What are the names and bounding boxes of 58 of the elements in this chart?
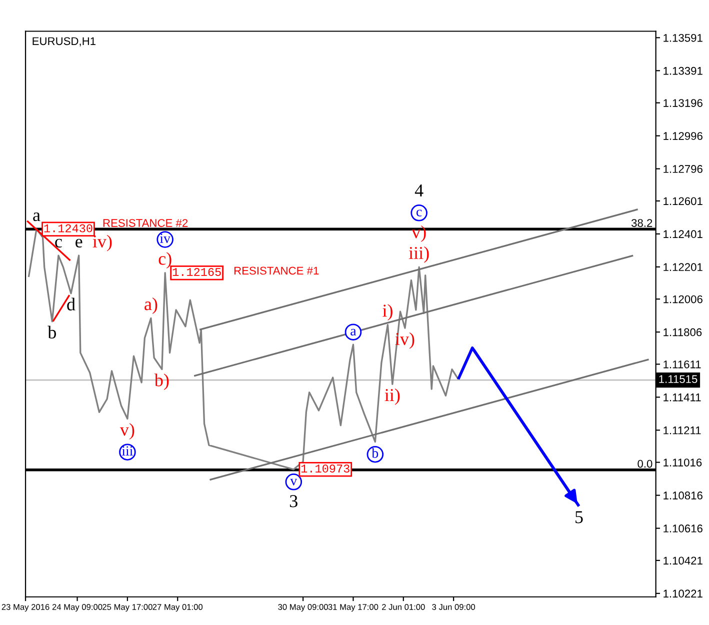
annotation: 3 bbox=[290, 495, 298, 508]
annotation: c bbox=[55, 238, 62, 248]
annotation: v) bbox=[120, 423, 134, 440]
annotation: 1.10973 bbox=[301, 464, 350, 473]
annotation: i) bbox=[382, 304, 392, 320]
annotation: b) bbox=[154, 374, 169, 390]
annotation: a bbox=[33, 212, 40, 222]
annotation: d bbox=[67, 298, 76, 310]
y-tick-label: 1.10816 bbox=[664, 492, 702, 500]
y-tick-label: 1.12201 bbox=[664, 263, 702, 272]
y-tick-label: 1.11411 bbox=[664, 394, 701, 402]
x-tick-label: 23 May 2016 bbox=[2, 604, 50, 612]
y-tick-label: 1.13391 bbox=[664, 66, 702, 75]
y-tick-label: 1.12006 bbox=[664, 295, 702, 304]
annotation: b bbox=[372, 448, 378, 458]
x-tick-label: 27 May 01:00 bbox=[152, 604, 203, 612]
x-tick-label: 24 May 09:00 bbox=[52, 604, 102, 612]
y-tick-label: 1.11806 bbox=[664, 328, 702, 336]
annotation: iv) bbox=[92, 234, 112, 252]
annotation: iii) bbox=[408, 246, 429, 263]
annotation: ii) bbox=[384, 388, 400, 405]
x-tick-label: 30 May 09:00 bbox=[278, 604, 328, 612]
x-tick-label: 25 May 17:00 bbox=[102, 604, 152, 612]
annotation: 1.12165 bbox=[172, 268, 221, 276]
annotation: a bbox=[350, 328, 356, 336]
annotation: RESISTANCE #1 bbox=[234, 266, 319, 275]
y-tick-label: 1.11016 bbox=[664, 458, 702, 466]
y-tick-label: 1.12996 bbox=[664, 132, 702, 140]
annotation: 4 bbox=[414, 184, 424, 196]
annotation: 0.0 bbox=[638, 460, 652, 468]
annotation: c bbox=[416, 210, 422, 216]
y-tick-label: 1.12601 bbox=[664, 197, 702, 206]
annotation: v bbox=[290, 478, 298, 486]
annotation: a) bbox=[144, 298, 158, 314]
x-tick-label: 2 Jun 01:00 bbox=[382, 604, 425, 610]
x-tick-label: 31 May 17:00 bbox=[328, 604, 378, 612]
y-tick-label: 1.11211 bbox=[664, 426, 701, 434]
ref-line-label: 1.11515 bbox=[659, 375, 698, 384]
x-tick-label: 3 Jun 09:00 bbox=[432, 604, 476, 610]
y-tick-label: 1.10221 bbox=[664, 590, 702, 598]
annotation: b bbox=[48, 326, 56, 339]
annotation: e bbox=[76, 238, 82, 248]
y-tick-label: 1.11611 bbox=[664, 360, 701, 368]
y-tick-label: 1.13196 bbox=[664, 99, 702, 107]
y-tick-label: 1.10616 bbox=[664, 524, 702, 532]
annotation: iii bbox=[122, 446, 133, 456]
y-tick-label: 1.12796 bbox=[664, 165, 702, 173]
annotation: c) bbox=[158, 252, 172, 269]
annotation: iv bbox=[160, 234, 170, 243]
chart-title: EURUSD,H1 bbox=[32, 37, 96, 46]
y-tick-label: 1.12401 bbox=[664, 230, 702, 238]
annotation: 38.2 bbox=[631, 219, 652, 227]
y-tick-label: 1.13591 bbox=[664, 34, 702, 42]
y-tick-label: 1.10421 bbox=[664, 556, 702, 565]
ref-line-label: RESISTANCE #2 bbox=[103, 219, 188, 227]
annotation: iv) bbox=[395, 332, 414, 349]
annotation: 1.12430 bbox=[44, 224, 92, 232]
annotation: 5 bbox=[576, 511, 583, 524]
